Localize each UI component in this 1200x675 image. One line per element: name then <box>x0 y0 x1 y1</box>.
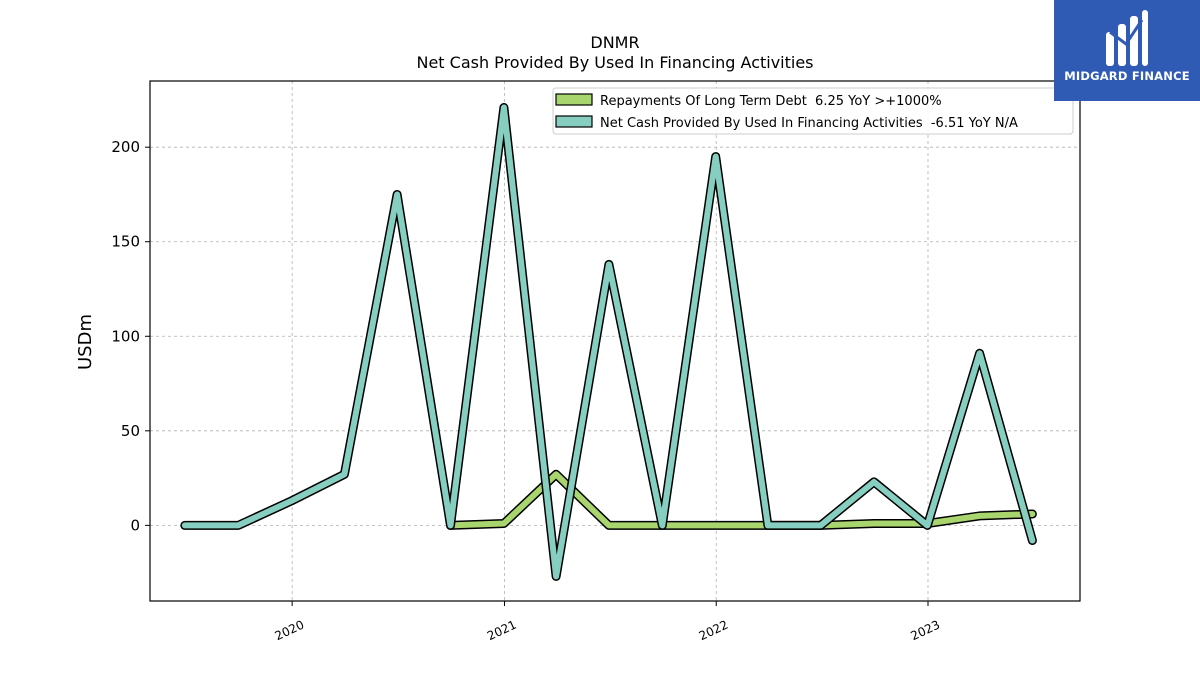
x-tick-label: 2020 <box>273 618 307 644</box>
series-lines <box>180 103 1037 581</box>
legend: Repayments Of Long Term Debt 6.25 YoY >+… <box>552 87 1074 135</box>
y-tick-label: 0 <box>130 516 140 534</box>
legend-label-net-cash: Net Cash Provided By Used In Financing A… <box>600 116 1018 131</box>
brand-logo-mark-icon <box>1106 10 1148 66</box>
x-tick-label: 2022 <box>697 618 731 644</box>
y-tick-label: 200 <box>111 138 140 156</box>
y-tick-label: 50 <box>121 422 140 440</box>
y-tick-label: 100 <box>111 327 140 345</box>
y-axis-label: USDm <box>75 314 96 370</box>
legend-frame <box>552 87 1074 135</box>
chart-subtitle: Net Cash Provided By Used In Financing A… <box>416 53 813 72</box>
y-tick-label: 150 <box>111 233 140 251</box>
series-1-line <box>180 103 1037 581</box>
chart-title: DNMR <box>590 33 639 52</box>
x-tick-label: 2023 <box>909 618 943 644</box>
plot-area-frame <box>149 80 1081 602</box>
legend-swatch-net-cash <box>555 115 593 128</box>
series-1-stroke <box>181 104 1036 580</box>
legend-swatch-repayments <box>555 93 593 106</box>
legend-label-repayments: Repayments Of Long Term Debt 6.25 YoY >+… <box>600 94 942 109</box>
axis-ticks: 2020 2021 2022 2023 0 50 100 150 200 <box>111 138 942 643</box>
brand-logo: MIDGARD FINANCE <box>1054 0 1200 101</box>
brand-name: MIDGARD FINANCE <box>1064 69 1190 83</box>
x-tick-label: 2021 <box>485 618 519 644</box>
